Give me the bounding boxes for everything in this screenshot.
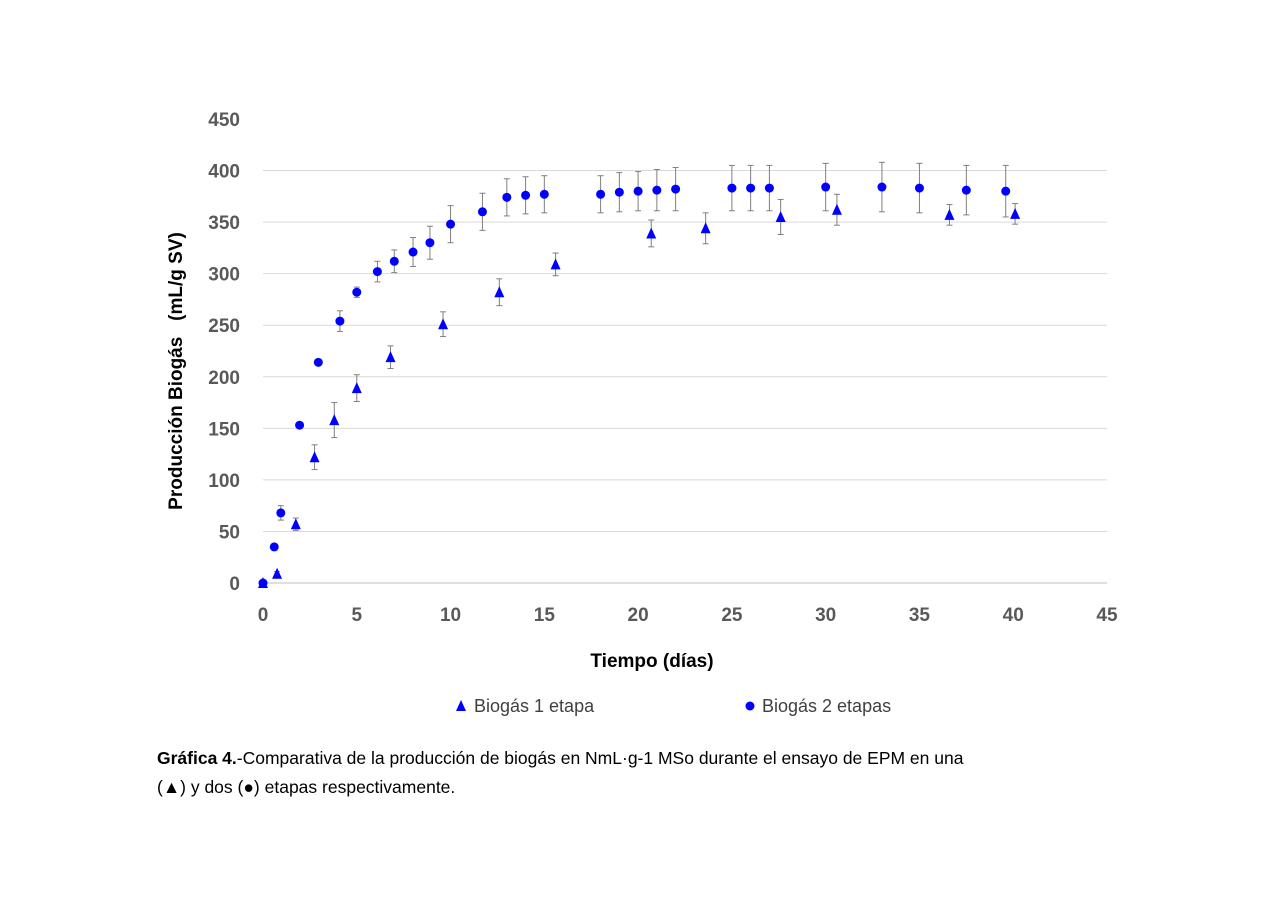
legend-triangle-marker	[456, 700, 466, 711]
x-axis-title: Tiempo (días)	[590, 651, 713, 672]
data-points	[258, 182, 1021, 588]
point-series-2	[596, 189, 606, 199]
point-series-2	[877, 182, 887, 192]
x-tick-labels: 0 5 10 15 20 25 30 35 40 45	[258, 605, 1118, 626]
legend-label-series-2: Biogás 2 etapas	[762, 696, 891, 716]
point-series-2	[539, 189, 549, 199]
error-bars	[271, 161, 1019, 577]
y-tick-label: 100	[208, 471, 240, 492]
point-series-1	[550, 258, 561, 270]
gridlines	[263, 170, 1107, 532]
point-series-1	[1010, 207, 1021, 219]
x-tick-label: 35	[909, 605, 931, 626]
caption-line-2: (▲) y dos (●) etapas respectivamente.	[157, 777, 456, 797]
point-series-1	[272, 567, 283, 579]
point-series-2	[652, 185, 662, 195]
x-tick-label: 10	[440, 605, 461, 626]
x-tick-label: 15	[534, 605, 556, 626]
point-series-2	[914, 183, 924, 193]
point-series-2	[372, 267, 382, 277]
y-tick-label: 200	[208, 368, 240, 389]
point-series-2	[633, 186, 643, 196]
point-series-2	[295, 420, 305, 430]
point-series-1	[385, 351, 396, 363]
y-tick-label: 400	[208, 162, 240, 183]
point-series-2	[352, 287, 362, 297]
point-series-1	[438, 318, 449, 330]
point-series-1	[646, 227, 657, 239]
point-series-2	[961, 185, 971, 195]
point-series-2	[1001, 186, 1011, 196]
point-series-2	[502, 192, 512, 202]
y-tick-label: 150	[208, 419, 240, 440]
x-tick-label: 45	[1096, 605, 1118, 626]
y-tick-label: 50	[219, 522, 240, 543]
point-series-2	[446, 219, 456, 229]
point-series-1	[944, 208, 955, 220]
y-tick-label: 0	[229, 574, 240, 595]
point-series-2	[764, 183, 774, 193]
x-tick-label: 30	[815, 605, 836, 626]
x-tick-label: 5	[351, 605, 362, 626]
legend: Biogás 1 etapa Biogás 2 etapas	[456, 696, 891, 716]
y-tick-labels: 0 50 100 150 200 250 300 350 400 450	[208, 110, 240, 595]
x-tick-label: 40	[1003, 605, 1024, 626]
legend-circle-marker	[745, 701, 755, 711]
y-axis-title: Producción Biogás (mL/g SV)	[166, 232, 187, 510]
caption-line-1: -Comparativa de la producción de biogás …	[236, 748, 964, 768]
point-series-2	[313, 357, 323, 367]
point-series-2	[727, 183, 737, 193]
point-series-2	[408, 247, 418, 257]
y-tick-label: 250	[208, 316, 240, 337]
legend-label-series-1: Biogás 1 etapa	[474, 696, 595, 716]
point-series-2	[821, 182, 831, 192]
point-series-1	[290, 518, 301, 530]
x-tick-label: 25	[721, 605, 743, 626]
x-tick-label: 20	[628, 605, 649, 626]
point-series-2	[276, 508, 286, 518]
point-series-2	[521, 190, 531, 200]
point-series-2	[477, 207, 487, 217]
chart: 0 50 100 150 200 250 300 350 400 450 0 5 10 15 20 25 30…	[166, 110, 1118, 716]
point-series-1	[351, 382, 362, 394]
point-series-1	[831, 203, 842, 215]
y-tick-label: 300	[208, 265, 240, 286]
point-series-2	[671, 184, 681, 194]
point-series-2	[335, 316, 345, 326]
y-tick-label: 450	[208, 110, 240, 131]
point-series-1	[775, 210, 786, 222]
point-series-2	[425, 238, 435, 248]
point-series-2	[614, 187, 624, 197]
x-tick-label: 0	[258, 605, 269, 626]
y-tick-label: 350	[208, 213, 240, 234]
point-series-2	[389, 256, 399, 266]
caption-label: Gráfica 4.	[157, 748, 237, 768]
point-series-1	[309, 451, 320, 463]
point-series-1	[700, 222, 711, 234]
point-series-1	[494, 286, 505, 298]
point-series-2	[258, 578, 268, 588]
point-series-2	[746, 183, 756, 193]
figure-caption: Gráfica 4.-Comparativa de la producción …	[157, 744, 1125, 802]
point-series-1	[329, 414, 340, 426]
point-series-2	[269, 542, 279, 552]
